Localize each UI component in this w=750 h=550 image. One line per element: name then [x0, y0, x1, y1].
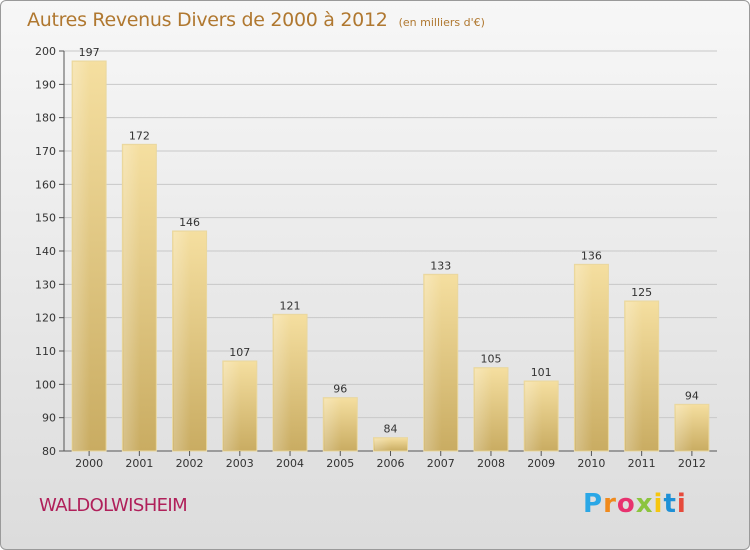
y-tick-label: 120 — [35, 312, 56, 325]
y-tick-label: 160 — [35, 178, 56, 191]
y-tick-label: 190 — [35, 78, 56, 91]
y-tick-label: 140 — [35, 245, 56, 258]
bar-highlight — [424, 275, 442, 450]
x-tick-label: 2000 — [75, 457, 103, 470]
y-tick-label: 130 — [35, 278, 56, 291]
bar-highlight — [173, 232, 191, 450]
data-label: 133 — [430, 259, 451, 272]
bar-highlight — [675, 405, 693, 450]
y-tick-label: 90 — [42, 412, 56, 425]
data-label: 84 — [384, 423, 398, 436]
bar-highlight — [73, 62, 91, 450]
data-label: 96 — [333, 383, 347, 396]
x-tick-label: 2004 — [276, 457, 304, 470]
data-label: 172 — [129, 129, 150, 142]
bar-highlight — [575, 265, 593, 450]
x-tick-label: 2005 — [326, 457, 354, 470]
x-tick-label: 2003 — [226, 457, 254, 470]
data-label: 197 — [79, 46, 100, 59]
data-label: 101 — [531, 366, 552, 379]
bar-highlight — [324, 398, 342, 450]
bar-highlight — [374, 438, 392, 450]
x-tick-label: 2009 — [527, 457, 555, 470]
chart-title-row: Autres Revenus Divers de 2000 à 2012 (en… — [27, 9, 485, 31]
bar-highlight — [474, 368, 492, 450]
y-tick-label: 100 — [35, 378, 56, 391]
bar-highlight — [123, 145, 141, 451]
chart-title: Autres Revenus Divers de 2000 à 2012 — [27, 9, 388, 31]
y-tick-label: 180 — [35, 112, 56, 125]
y-tick-label: 80 — [42, 445, 56, 458]
bar-highlight — [525, 382, 543, 450]
x-tick-label: 2012 — [678, 457, 706, 470]
x-tick-label: 2007 — [427, 457, 455, 470]
data-label: 125 — [631, 286, 652, 299]
bar-highlight — [223, 362, 241, 450]
x-tick-label: 2002 — [176, 457, 204, 470]
data-label: 107 — [229, 346, 250, 359]
data-label: 94 — [685, 389, 699, 402]
x-tick-label: 2006 — [377, 457, 405, 470]
chart-unit-note: (en milliers d'€) — [398, 16, 485, 29]
x-tick-label: 2011 — [628, 457, 656, 470]
bar-highlight — [625, 302, 643, 450]
data-label: 121 — [280, 299, 301, 312]
data-label: 146 — [179, 216, 200, 229]
commune-name: WALDOLWISHEIM — [39, 495, 188, 516]
data-label: 136 — [581, 249, 602, 262]
bar-highlight — [274, 315, 292, 450]
x-tick-label: 2008 — [477, 457, 505, 470]
y-tick-label: 200 — [35, 45, 56, 58]
proxiti-logo: Proxiti — [583, 489, 687, 519]
y-tick-label: 110 — [35, 345, 56, 358]
x-tick-label: 2010 — [577, 457, 605, 470]
y-tick-label: 170 — [35, 145, 56, 158]
data-label: 105 — [480, 353, 501, 366]
y-tick-label: 150 — [35, 212, 56, 225]
x-tick-label: 2001 — [125, 457, 153, 470]
